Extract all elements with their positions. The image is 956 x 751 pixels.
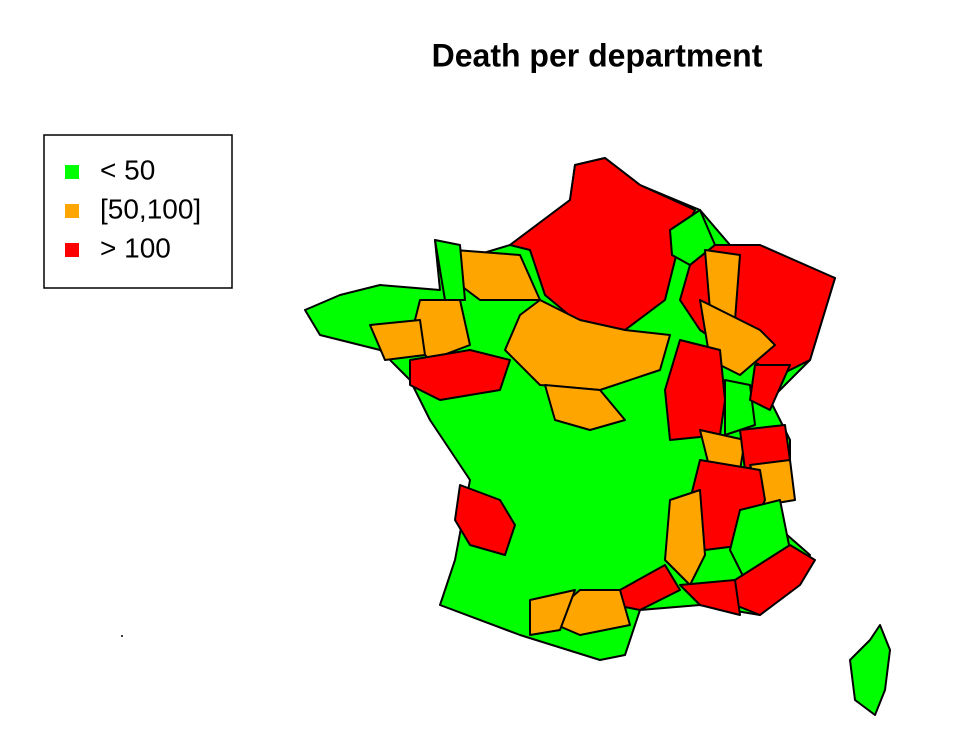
legend-label: [50,100] xyxy=(100,193,201,224)
map-title: Death per department xyxy=(432,37,763,73)
legend-label: < 50 xyxy=(100,154,155,185)
department xyxy=(749,364,791,411)
department xyxy=(454,484,516,556)
department xyxy=(369,319,426,361)
department xyxy=(664,489,706,586)
legend-label: > 100 xyxy=(100,232,171,263)
departments xyxy=(304,157,891,716)
department xyxy=(529,589,576,636)
department xyxy=(434,239,466,301)
legend: < 50 [50,100] > 100 xyxy=(65,154,201,263)
department xyxy=(544,384,626,431)
legend-swatch xyxy=(65,165,79,179)
department xyxy=(409,349,511,401)
department xyxy=(849,624,891,716)
legend-swatch xyxy=(65,204,79,218)
department xyxy=(679,579,741,616)
department xyxy=(504,299,671,391)
department xyxy=(724,379,756,436)
legend-swatch xyxy=(65,243,79,257)
island-dot xyxy=(121,635,123,637)
